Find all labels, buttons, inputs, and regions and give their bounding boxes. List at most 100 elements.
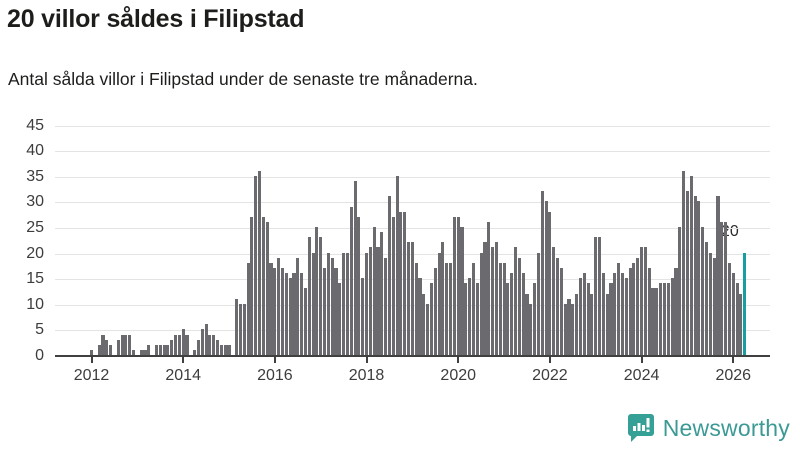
bar <box>322 267 327 355</box>
newsworthy-logo[interactable]: Newsworthy <box>627 410 790 446</box>
bar <box>517 257 521 355</box>
bar <box>158 344 162 355</box>
bar <box>204 324 208 355</box>
bar <box>429 283 434 355</box>
bar <box>716 196 720 355</box>
bar <box>223 344 227 355</box>
bar <box>605 293 609 355</box>
bar <box>330 257 334 355</box>
speech-bubble-bar-chart-icon <box>627 413 655 443</box>
bar <box>212 334 216 355</box>
bar <box>387 196 391 355</box>
bar <box>326 252 330 355</box>
bar <box>334 267 338 355</box>
bar <box>143 349 147 355</box>
bar <box>288 278 292 355</box>
brand-wordmark: Newsworthy <box>662 414 790 441</box>
bar <box>353 180 357 355</box>
bar <box>97 344 101 355</box>
bar <box>559 267 563 355</box>
chart-subtitle: Antal sålda villor i Filipstad under de … <box>8 69 478 89</box>
bar <box>170 339 174 355</box>
y-tick-label-5: 5 <box>35 321 44 339</box>
bar <box>238 303 243 355</box>
x-tick-2024 <box>640 357 643 363</box>
y-tick-label-25: 25 <box>26 219 44 236</box>
bar <box>403 211 407 355</box>
bar <box>471 262 476 355</box>
bar <box>227 344 231 355</box>
bar <box>662 283 667 355</box>
bar <box>193 349 197 355</box>
bar <box>418 278 422 355</box>
x-tick-label-2020: 2020 <box>440 367 477 384</box>
bar <box>475 283 479 355</box>
bar <box>567 298 571 355</box>
bar <box>342 252 346 355</box>
bar <box>739 293 743 355</box>
bar <box>506 283 510 355</box>
y-axis-labels: 0 5 10 15 20 25 30 35 40 45 <box>0 113 44 364</box>
bar <box>620 273 625 355</box>
bar <box>643 247 647 355</box>
x-tick-2018 <box>365 357 368 363</box>
bar <box>617 262 621 355</box>
bar <box>525 293 529 355</box>
bar <box>368 247 372 355</box>
bar <box>521 273 525 355</box>
x-tick-label-2018: 2018 <box>348 367 385 384</box>
bar <box>494 242 498 355</box>
bar <box>284 273 288 355</box>
bar <box>628 267 632 355</box>
bar <box>265 221 269 355</box>
bar <box>185 334 189 355</box>
bar <box>269 262 273 355</box>
bar <box>242 303 246 355</box>
bar <box>632 262 636 355</box>
bar <box>300 273 304 355</box>
bar <box>349 206 353 355</box>
bar-chart-plot-area: 20 2012 2014 2016 2018 2020 2022 2024 2026 <box>55 113 771 384</box>
y-tick-label-35: 35 <box>26 167 44 185</box>
x-axis-line <box>55 355 770 357</box>
bar <box>586 283 590 355</box>
bar <box>208 334 212 355</box>
bar <box>460 227 464 355</box>
gridline-35 <box>55 176 770 178</box>
bar <box>131 349 136 355</box>
bar <box>166 344 170 355</box>
bar <box>571 303 575 355</box>
bar <box>685 191 689 355</box>
bar <box>529 303 533 355</box>
x-tick-label-2022: 2022 <box>532 367 568 384</box>
bar <box>674 267 678 355</box>
bar <box>456 216 460 355</box>
bar <box>441 242 445 355</box>
bar <box>422 293 426 355</box>
bar <box>483 242 487 355</box>
bar <box>727 262 731 355</box>
bar <box>105 339 109 355</box>
bar <box>273 267 277 355</box>
bar <box>548 211 552 355</box>
x-tick-label-2026: 2026 <box>715 367 752 384</box>
bar <box>437 252 441 355</box>
bar <box>594 237 598 355</box>
bar <box>433 267 437 355</box>
bar <box>345 252 349 355</box>
bar <box>712 257 716 355</box>
y-tick-label-30: 30 <box>26 193 44 211</box>
x-tick-label-2016: 2016 <box>257 367 293 384</box>
bar <box>154 344 158 355</box>
bar <box>173 334 178 355</box>
bar <box>292 273 296 355</box>
bar <box>464 283 468 355</box>
bar <box>200 329 204 355</box>
bar <box>498 262 502 355</box>
bar <box>513 247 518 355</box>
gridline-30 <box>55 202 770 204</box>
bar <box>720 221 724 355</box>
bar <box>250 216 254 355</box>
bar <box>410 242 414 355</box>
bar <box>216 339 220 355</box>
